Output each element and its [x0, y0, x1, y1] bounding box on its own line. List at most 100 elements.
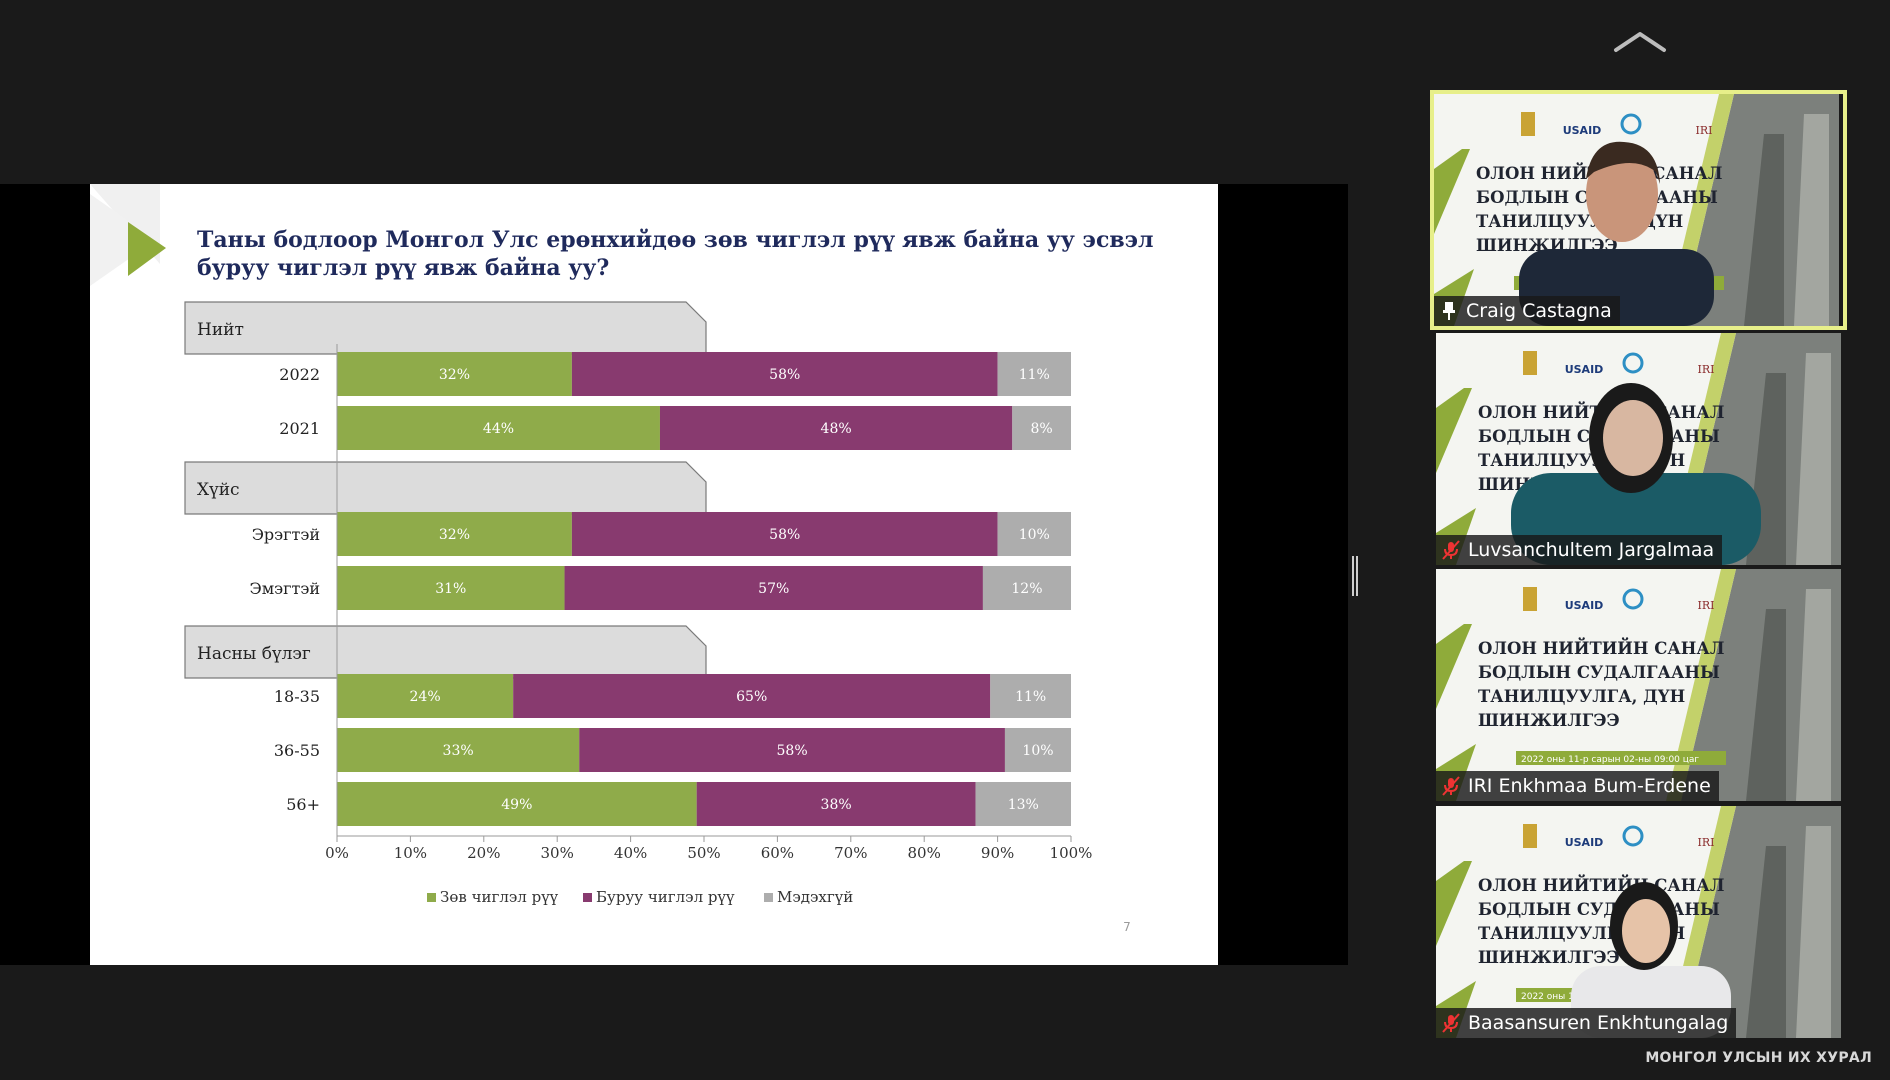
bar-value-label: 48% — [821, 421, 852, 437]
bar-segment — [571, 512, 998, 556]
banner-stripe — [1666, 569, 1736, 801]
group-label: Нийт — [197, 320, 244, 340]
mic-muted-icon — [1442, 540, 1460, 560]
partner-logo — [1622, 352, 1644, 374]
participant-name-label: Baasansuren Enkhtungalag — [1436, 1008, 1737, 1038]
panel-resize-handle[interactable] — [1352, 556, 1358, 596]
usaid-logo: USAID — [1565, 363, 1604, 376]
x-tick-label: 40% — [614, 844, 647, 862]
video-feed: USAID IRI ОЛОН НИЙТИЙН САНАЛ БОДЛЫН СУДАЛГА… — [1436, 569, 1841, 801]
x-tick-label: 80% — [908, 844, 941, 862]
bar-segment — [990, 674, 1071, 718]
iri-logo: IRI — [1698, 599, 1715, 612]
bar-value-label: 32% — [439, 527, 470, 543]
bar-value-label: 58% — [769, 527, 800, 543]
bar-value-label: 44% — [483, 421, 514, 437]
bar-segment — [696, 782, 976, 826]
group-header-tab — [184, 461, 707, 515]
participant-tile[interactable]: USAID IRI ОЛОН НИЙТИЙН САНАЛ БОДЛЫН СУДАЛГА… — [1436, 806, 1841, 1038]
banner-title-line: ОЛОН НИЙТИЙН САНАЛ — [1478, 874, 1724, 895]
bar-segment — [997, 512, 1071, 556]
banner-date-bar — [1516, 751, 1726, 765]
bar-segment — [337, 674, 514, 718]
bar-segment — [513, 674, 991, 718]
iri-logo: IRI — [1696, 124, 1713, 137]
x-tick-label: 60% — [761, 844, 794, 862]
iri-logo: IRI — [1698, 363, 1715, 376]
banner-building-shape — [1794, 114, 1829, 326]
bar-value-label: 32% — [439, 367, 470, 383]
person-face — [1603, 400, 1663, 476]
x-tick-label: 50% — [687, 844, 720, 862]
bar-segment — [579, 728, 1005, 772]
participant-name-label: Luvsanchultem Jargalmaa — [1436, 535, 1723, 565]
bar-value-label: 65% — [736, 689, 767, 705]
banner-accent-stripe — [1436, 624, 1472, 709]
bar-value-label: 31% — [435, 581, 466, 597]
usaid-logo: USAID — [1565, 599, 1604, 612]
iri-logo: IRI — [1698, 836, 1715, 849]
legend-label: Зөв чиглэл рүү — [440, 888, 559, 906]
participant-tile[interactable]: USAID IRI ОЛОН НИЙТИЙН САНАЛ БОДЛЫН СУДАЛГА… — [1436, 569, 1841, 801]
bar-value-label: 58% — [769, 367, 800, 383]
row-label: 56+ — [286, 795, 320, 814]
bar-value-label: 13% — [1008, 797, 1039, 813]
partner-logo — [1622, 588, 1644, 610]
x-tick-label: 90% — [981, 844, 1014, 862]
bar-value-label: 8% — [1031, 421, 1053, 437]
group-label: Хүйс — [197, 480, 240, 500]
slide-title: Таны бодлоор Монгол Улс ерөнхийдөө зөв ч… — [197, 227, 1154, 281]
banner-title-line: ТАНИЛЦУУЛГА, ДҮН — [1478, 687, 1685, 706]
banner-title-line: БОДЛЫН СУДАЛГААНЫ — [1478, 900, 1720, 919]
group-header-tab — [184, 625, 707, 679]
banner-building-shape — [1746, 846, 1786, 1038]
x-tick-label: 20% — [467, 844, 500, 862]
row-label: 2021 — [279, 419, 320, 438]
bar-value-label: 49% — [501, 797, 532, 813]
bar-value-label: 10% — [1022, 743, 1053, 759]
x-tick-label: 70% — [834, 844, 867, 862]
usaid-logo: USAID — [1565, 836, 1604, 849]
participant-name-label: Craig Castagna — [1434, 296, 1620, 326]
banner-accent-stripe — [1436, 388, 1472, 473]
group-label: Насны бүлэг — [197, 644, 311, 664]
bar-segment — [571, 352, 998, 396]
participant-name: IRI Enkhmaa Bum-Erdene — [1468, 775, 1711, 797]
bar-segment — [337, 782, 697, 826]
emblem-logo — [1523, 351, 1537, 375]
bar-value-label: 11% — [1019, 367, 1050, 383]
banner-title-line: ОЛОН НИЙТИЙН САНАЛ — [1478, 637, 1724, 658]
usaid-logo: USAID — [1563, 124, 1602, 137]
bar-segment — [337, 352, 572, 396]
bar-value-label: 38% — [821, 797, 852, 813]
bar-segment — [1012, 406, 1071, 450]
collapse-panel-chevron-up-icon[interactable] — [1610, 30, 1670, 54]
banner-accent-stripe — [1434, 149, 1470, 234]
bar-value-label: 12% — [1011, 581, 1042, 597]
person-hair — [1586, 141, 1660, 184]
x-tick-label: 100% — [1050, 844, 1093, 862]
participant-name: Craig Castagna — [1466, 300, 1612, 322]
banner-title-line: БОДЛЫН СУДАЛГААНЫ — [1478, 663, 1720, 682]
banner-building-shape — [1796, 589, 1831, 801]
bar-value-label: 10% — [1019, 527, 1050, 543]
x-tick-label: 0% — [325, 844, 349, 862]
row-label: Эмэгтэй — [249, 579, 320, 598]
mic-muted-icon — [1442, 776, 1460, 796]
banner-building-shape — [1796, 826, 1831, 1038]
bar-segment — [982, 566, 1071, 610]
group-header-tab — [184, 301, 707, 355]
banner-accent-stripe — [1436, 861, 1472, 946]
bar-value-label: 33% — [443, 743, 474, 759]
mic-muted-icon — [1442, 1013, 1460, 1033]
legend-label: Мэдэхгүй — [777, 888, 853, 906]
bar-segment — [997, 352, 1071, 396]
x-tick-label: 10% — [394, 844, 427, 862]
bar-value-label: 57% — [758, 581, 789, 597]
emblem-logo — [1521, 112, 1535, 136]
partner-logo — [1620, 113, 1642, 135]
